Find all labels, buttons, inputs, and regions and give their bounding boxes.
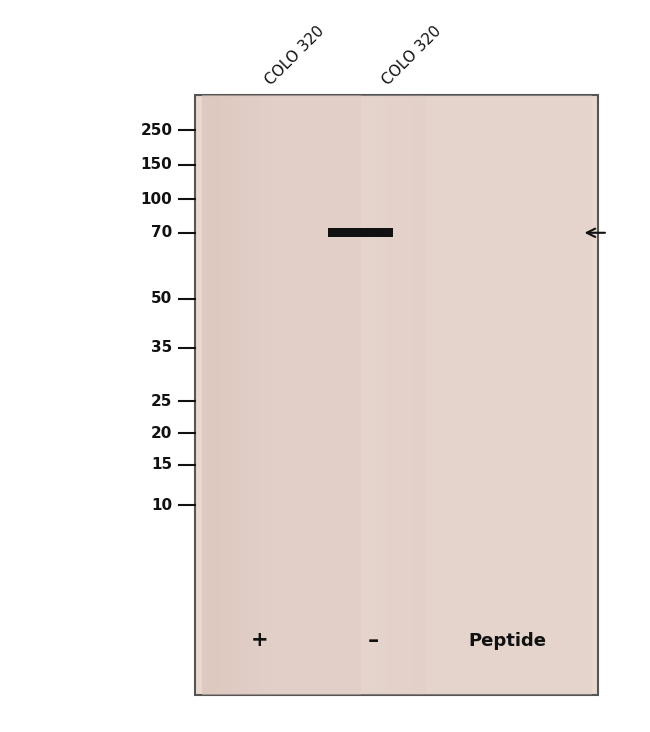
Text: 50: 50 [151, 291, 172, 306]
Bar [387, 95, 400, 695]
Bar [361, 95, 592, 695]
Bar [270, 95, 280, 695]
Text: 100: 100 [140, 192, 172, 206]
Bar [413, 95, 426, 695]
Bar [250, 95, 260, 695]
Text: –: – [368, 630, 380, 651]
Text: 35: 35 [151, 340, 172, 355]
Bar [374, 95, 387, 695]
Text: COLO 320: COLO 320 [380, 23, 444, 88]
Bar [328, 228, 393, 237]
Text: +: + [251, 630, 269, 651]
Bar [221, 95, 231, 695]
Bar [361, 95, 374, 695]
Text: 20: 20 [151, 426, 172, 441]
Bar [202, 95, 361, 695]
Bar [240, 95, 250, 695]
Bar [202, 95, 211, 695]
Bar [260, 95, 270, 695]
Text: COLO 320: COLO 320 [263, 23, 327, 88]
Text: 150: 150 [140, 157, 172, 172]
Bar [195, 95, 598, 695]
Text: 70: 70 [151, 225, 172, 240]
Bar [211, 95, 221, 695]
Bar [231, 95, 240, 695]
Text: 10: 10 [151, 498, 172, 512]
Text: 250: 250 [140, 123, 172, 138]
Text: 25: 25 [151, 394, 172, 408]
Bar [400, 95, 413, 695]
Text: 15: 15 [151, 458, 172, 472]
Text: Peptide: Peptide [468, 632, 546, 649]
